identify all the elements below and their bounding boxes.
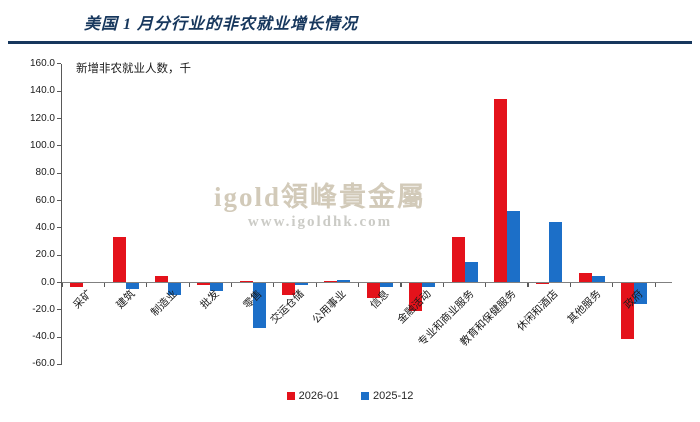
legend: 2026-01 2025-12	[0, 390, 700, 402]
y-axis-tick-label: 100.0	[29, 139, 55, 151]
x-axis-tick	[230, 283, 233, 288]
x-axis-tick	[188, 283, 190, 288]
bar-2026-01-建筑	[112, 237, 126, 283]
y-axis-tick	[56, 199, 61, 202]
y-axis-tick	[56, 145, 61, 147]
y-axis-tick	[56, 63, 61, 65]
y-axis-tick	[56, 363, 61, 366]
bar-2026-01-金融活动	[409, 282, 423, 312]
y-axis-tick	[56, 227, 61, 229]
legend-swatch-red-icon	[286, 392, 295, 400]
x-axis-tick	[357, 283, 360, 288]
bar-2026-01-制造业	[154, 275, 168, 283]
bar-2026-01-采矿	[70, 282, 84, 287]
x-axis-tick	[146, 283, 148, 288]
y-axis-tick-label: -40.0	[32, 331, 55, 343]
legend-label-2025-12: 2025-12	[373, 390, 414, 402]
y-axis-tick	[56, 90, 61, 92]
bar-2026-01-公用事业	[324, 281, 338, 283]
y-axis-tick-label: 140.0	[29, 85, 55, 97]
bar-2025-12-政府	[633, 282, 647, 305]
x-axis-tick	[273, 283, 275, 288]
x-axis-tick	[442, 283, 444, 288]
x-axis-tick	[654, 283, 656, 288]
y-axis-tick-label: 60.0	[35, 194, 55, 206]
bar-2026-01-教育和保健服务	[493, 99, 507, 283]
legend-label-2026-01: 2026-01	[298, 390, 339, 402]
y-axis-tick-label: -60.0	[32, 358, 55, 370]
bar-2025-12-休闲和酒店	[549, 222, 563, 283]
y-axis-tick-label: 80.0	[35, 167, 55, 179]
bar-2026-01-零售	[239, 281, 253, 283]
y-axis-tick	[56, 336, 61, 338]
legend-item-2025-12: 2025-12	[361, 390, 413, 402]
x-axis-tick	[612, 283, 614, 288]
x-axis-tick	[400, 283, 402, 288]
bar-2026-01-信息	[366, 282, 380, 298]
y-axis-title: 新增非农就业人数，千	[76, 63, 191, 75]
x-axis-tick	[569, 283, 572, 288]
watermark-brand: igold領峰貴金屬	[213, 182, 427, 212]
bar-2026-01-其他服务	[578, 272, 592, 283]
watermark: igold領峰貴金屬 www.igoldhk.com	[195, 181, 445, 231]
page-title: 美国 1 月分行业的非农就业增长情况	[84, 16, 359, 33]
bar-2025-12-零售	[252, 282, 266, 328]
bar-2025-12-信息	[379, 282, 393, 287]
y-axis-tick	[56, 309, 61, 311]
y-axis-tick	[56, 281, 61, 284]
bar-2026-01-政府	[620, 282, 634, 339]
bar-2025-12-批发	[210, 282, 224, 291]
bar-2025-12-制造业	[167, 282, 181, 295]
bar-2026-01-休闲和酒店	[536, 282, 550, 284]
x-axis-tick	[103, 283, 105, 288]
bar-2026-01-批发	[197, 282, 211, 286]
bar-2025-12-其他服务	[591, 275, 605, 283]
bar-2025-12-建筑	[125, 282, 139, 290]
x-axis-tick	[527, 283, 529, 288]
legend-swatch-blue-icon	[361, 392, 369, 400]
x-axis-tick	[485, 283, 487, 288]
x-axis-tick	[61, 283, 63, 288]
y-axis-tick-label: 20.0	[35, 249, 55, 261]
bar-2025-12-专业和商业服务	[464, 262, 478, 283]
y-axis-tick	[56, 117, 61, 120]
bar-2026-01-专业和商业服务	[451, 237, 465, 283]
y-axis-tick-label: 120.0	[29, 112, 55, 124]
bar-2025-12-交运仓储	[295, 282, 309, 286]
bar-2025-12-教育和保健服务	[506, 211, 520, 283]
y-axis-tick	[56, 254, 61, 256]
bar-2025-12-公用事业	[337, 279, 351, 283]
y-axis-tick	[56, 172, 61, 174]
x-axis-tick	[315, 283, 317, 288]
legend-item-2026-01: 2026-01	[286, 390, 339, 402]
y-axis-tick-label: 40.0	[35, 221, 55, 233]
bar-2026-01-交运仓储	[282, 282, 296, 295]
y-axis-tick-label: 160.0	[29, 57, 55, 69]
title-underline	[8, 41, 692, 44]
bar-2025-12-金融活动	[422, 282, 436, 287]
y-axis-tick-label: 0.0	[41, 276, 55, 288]
watermark-url: www.igoldhk.com	[247, 214, 393, 230]
y-axis-line	[60, 64, 62, 365]
y-axis-tick-label: -20.0	[32, 303, 55, 315]
